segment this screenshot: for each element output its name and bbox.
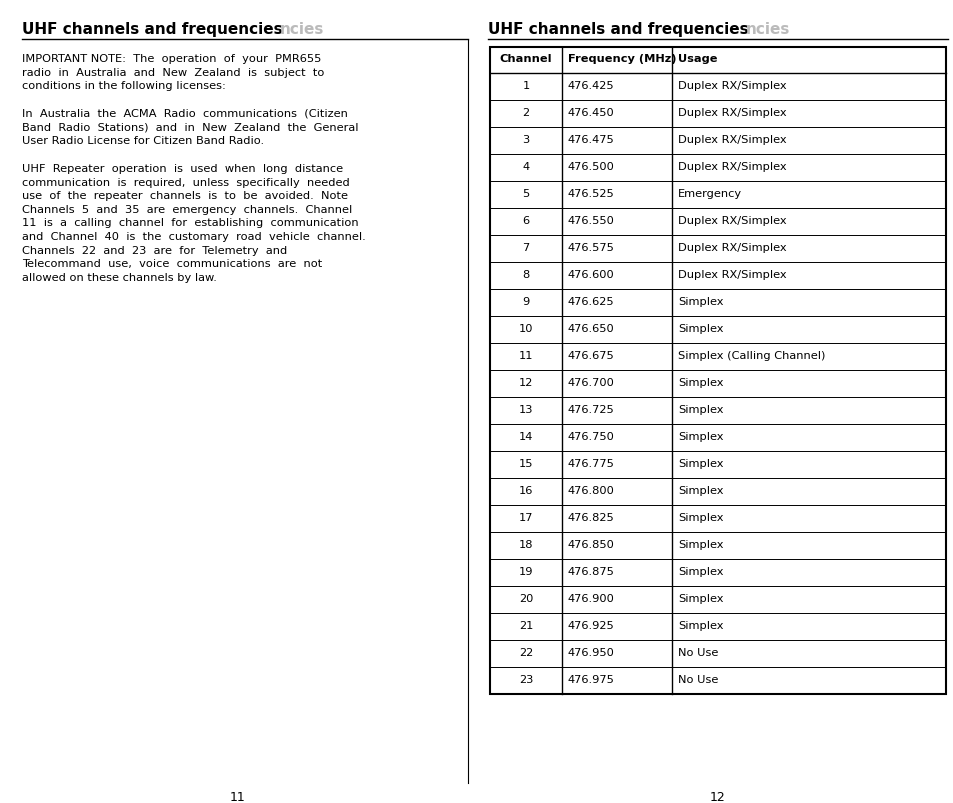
Text: 21: 21: [518, 620, 533, 630]
Text: No Use: No Use: [678, 647, 718, 657]
Text: 14: 14: [518, 431, 533, 442]
Text: Simplex: Simplex: [678, 431, 722, 442]
Text: 22: 22: [518, 647, 533, 657]
Text: Simplex: Simplex: [678, 540, 722, 549]
Text: 476.900: 476.900: [567, 593, 615, 603]
Text: UHF  Repeater  operation  is  used  when  long  distance
communication  is  requ: UHF Repeater operation is used when long…: [22, 164, 365, 283]
Text: Simplex: Simplex: [678, 620, 722, 630]
Text: 12: 12: [518, 377, 533, 388]
Text: Frequency (MHz): Frequency (MHz): [567, 54, 676, 64]
Text: UHF channels and frequencies: UHF channels and frequencies: [22, 22, 282, 37]
Text: 4: 4: [522, 161, 529, 172]
Text: Duplex RX/Simplex: Duplex RX/Simplex: [678, 270, 786, 279]
Text: Simplex: Simplex: [678, 512, 722, 522]
Text: 8: 8: [522, 270, 529, 279]
Text: 5: 5: [522, 189, 529, 199]
Text: 476.975: 476.975: [567, 675, 615, 684]
Text: Duplex RX/Simplex: Duplex RX/Simplex: [678, 216, 786, 226]
Text: 476.750: 476.750: [567, 431, 615, 442]
Text: 476.475: 476.475: [567, 135, 614, 145]
Text: 476.800: 476.800: [567, 485, 615, 495]
Text: Duplex RX/Simplex: Duplex RX/Simplex: [678, 108, 786, 118]
Text: Simplex (Calling Channel): Simplex (Calling Channel): [678, 351, 824, 361]
Text: 23: 23: [518, 675, 533, 684]
Text: Simplex: Simplex: [678, 324, 722, 333]
Text: 476.775: 476.775: [567, 459, 615, 468]
Text: 476.875: 476.875: [567, 566, 615, 577]
Text: Simplex: Simplex: [678, 459, 722, 468]
Text: UHF channels and frequencies: UHF channels and frequencies: [488, 22, 748, 37]
Text: 3: 3: [522, 135, 529, 145]
Text: ncies: ncies: [280, 22, 324, 37]
Text: 476.675: 476.675: [567, 351, 614, 361]
Text: 476.925: 476.925: [567, 620, 614, 630]
Text: 476.425: 476.425: [567, 81, 614, 91]
Bar: [490, 48, 945, 694]
Text: ncies: ncies: [745, 22, 789, 37]
Text: 476.550: 476.550: [567, 216, 615, 226]
Text: Simplex: Simplex: [678, 593, 722, 603]
Text: 20: 20: [518, 593, 533, 603]
Text: No Use: No Use: [678, 675, 718, 684]
Text: 476.525: 476.525: [567, 189, 614, 199]
Text: 476.850: 476.850: [567, 540, 615, 549]
Text: 476.825: 476.825: [567, 512, 614, 522]
Text: 476.725: 476.725: [567, 405, 614, 414]
Text: 1: 1: [522, 81, 529, 91]
Text: 476.450: 476.450: [567, 108, 614, 118]
Text: 11: 11: [518, 351, 533, 361]
Text: Simplex: Simplex: [678, 377, 722, 388]
Text: 2: 2: [522, 108, 529, 118]
Text: Simplex: Simplex: [678, 485, 722, 495]
Text: Duplex RX/Simplex: Duplex RX/Simplex: [678, 161, 786, 172]
Text: 10: 10: [518, 324, 533, 333]
Text: 476.625: 476.625: [567, 296, 614, 307]
Text: Emergency: Emergency: [678, 189, 741, 199]
Text: 476.950: 476.950: [567, 647, 615, 657]
Text: 18: 18: [518, 540, 533, 549]
Text: 19: 19: [518, 566, 533, 577]
Text: 9: 9: [522, 296, 529, 307]
Text: IMPORTANT NOTE:  The  operation  of  your  PMR655
radio  in  Australia  and  New: IMPORTANT NOTE: The operation of your PM…: [22, 54, 324, 91]
Text: 16: 16: [518, 485, 533, 495]
Text: 11: 11: [230, 790, 246, 803]
Text: 476.700: 476.700: [567, 377, 615, 388]
Text: 13: 13: [518, 405, 533, 414]
Text: Duplex RX/Simplex: Duplex RX/Simplex: [678, 135, 786, 145]
Text: Duplex RX/Simplex: Duplex RX/Simplex: [678, 81, 786, 91]
Text: In  Australia  the  ACMA  Radio  communications  (Citizen
Band  Radio  Stations): In Australia the ACMA Radio communicatio…: [22, 109, 358, 146]
Text: 476.600: 476.600: [567, 270, 614, 279]
Text: Usage: Usage: [678, 54, 717, 64]
Text: Simplex: Simplex: [678, 405, 722, 414]
Text: 17: 17: [518, 512, 533, 522]
Text: 6: 6: [522, 216, 529, 226]
Text: Duplex RX/Simplex: Duplex RX/Simplex: [678, 243, 786, 253]
Text: 15: 15: [518, 459, 533, 468]
Text: 12: 12: [709, 790, 725, 803]
Text: Simplex: Simplex: [678, 566, 722, 577]
Text: Simplex: Simplex: [678, 296, 722, 307]
Text: 476.500: 476.500: [567, 161, 615, 172]
Text: 7: 7: [522, 243, 529, 253]
Text: 476.575: 476.575: [567, 243, 615, 253]
Text: Channel: Channel: [499, 54, 552, 64]
Text: 476.650: 476.650: [567, 324, 614, 333]
